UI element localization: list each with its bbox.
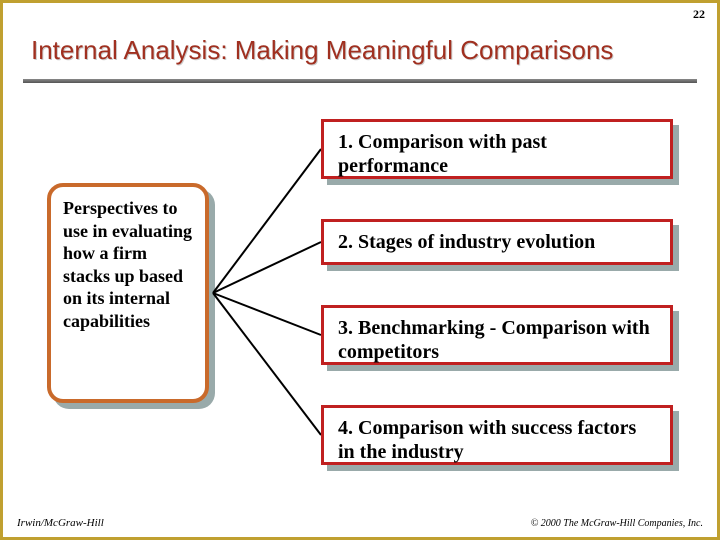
comparison-box-4: 4. Comparison with success factors in th… bbox=[321, 405, 673, 465]
comparison-box-label: 4. Comparison with success factors in th… bbox=[338, 416, 656, 464]
comparison-box-1: 1. Comparison with past performance bbox=[321, 119, 673, 179]
perspectives-text: Perspectives to use in evaluating how a … bbox=[63, 197, 193, 332]
title-rule bbox=[23, 79, 697, 83]
comparison-box-label: 3. Benchmarking - Comparison with compet… bbox=[338, 316, 656, 364]
comparison-box-3: 3. Benchmarking - Comparison with compet… bbox=[321, 305, 673, 365]
comparison-box-label: 1. Comparison with past performance bbox=[338, 130, 656, 178]
slide: 22 Internal Analysis: Making Meaningful … bbox=[0, 0, 720, 540]
slide-title: Internal Analysis: Making Meaningful Com… bbox=[31, 35, 689, 66]
comparison-box-label: 2. Stages of industry evolution bbox=[338, 230, 656, 254]
perspectives-box: Perspectives to use in evaluating how a … bbox=[47, 183, 209, 403]
page-number: 22 bbox=[693, 7, 705, 22]
footer-left: Irwin/McGraw-Hill bbox=[17, 517, 104, 529]
comparison-box-2: 2. Stages of industry evolution bbox=[321, 219, 673, 265]
footer-right: © 2000 The McGraw-Hill Companies, Inc. bbox=[531, 518, 703, 529]
